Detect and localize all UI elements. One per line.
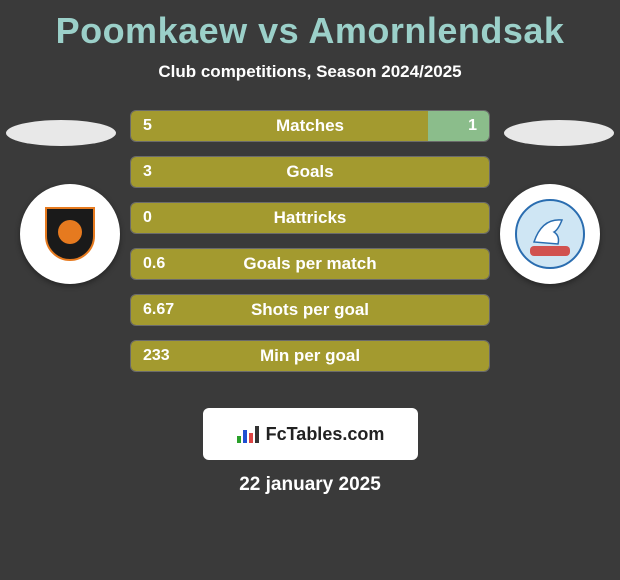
stat-row: Shots per goal6.67 (130, 294, 490, 326)
stat-bars: Matches5 1 Goals3 Hattricks0 Goals per match… (130, 110, 490, 386)
brand-text: FcTables.com (266, 424, 385, 445)
stat-value-right: 1 (456, 111, 489, 141)
team-oval-left (6, 120, 116, 146)
stat-value-left: 3 (131, 157, 164, 187)
stat-row: Goals3 (130, 156, 490, 188)
horse-icon (514, 198, 586, 270)
stat-label: Matches (131, 111, 489, 141)
subtitle: Club competitions, Season 2024/2025 (0, 62, 620, 82)
date-label: 22 january 2025 (0, 474, 620, 496)
comparison-card: Poomkaew vs Amornlendsak Club competitio… (0, 0, 620, 580)
stat-value-left: 233 (131, 341, 182, 371)
stat-label: Goals (131, 157, 489, 187)
main-area: Matches5 1 Goals3 Hattricks0 Goals per match… (0, 110, 620, 400)
stat-label: Hattricks (131, 203, 489, 233)
brand-badge[interactable]: FcTables.com (203, 408, 418, 460)
crest-right-badge (510, 194, 590, 274)
bar-chart-icon (236, 424, 260, 444)
crest-left-badge (30, 194, 110, 274)
stat-value-left: 0.6 (131, 249, 177, 279)
shield-icon (38, 202, 102, 266)
stat-value-left: 0 (131, 203, 164, 233)
stat-row: Hattricks0 (130, 202, 490, 234)
team-oval-right (504, 120, 614, 146)
stat-value-left: 5 (131, 111, 164, 141)
team-crest-right (500, 184, 600, 284)
team-crest-left (20, 184, 120, 284)
stat-label: Goals per match (131, 249, 489, 279)
stat-label: Min per goal (131, 341, 489, 371)
stat-row: Min per goal233 (130, 340, 490, 372)
page-title: Poomkaew vs Amornlendsak (0, 0, 620, 52)
stat-row: Goals per match0.6 (130, 248, 490, 280)
stat-value-left: 6.67 (131, 295, 186, 325)
stat-row: Matches5 1 (130, 110, 490, 142)
